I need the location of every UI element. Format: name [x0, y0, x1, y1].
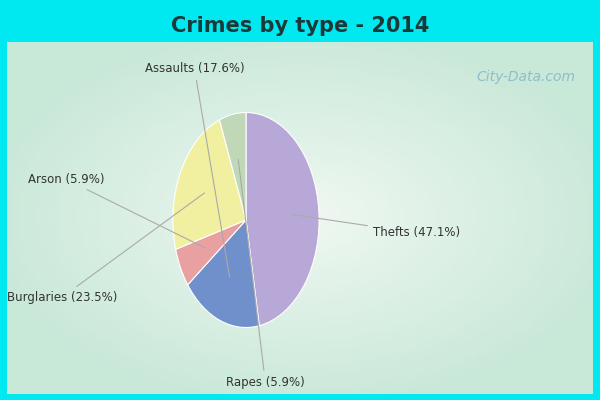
Wedge shape: [173, 120, 246, 249]
Wedge shape: [188, 220, 259, 328]
Text: Burglaries (23.5%): Burglaries (23.5%): [7, 193, 205, 304]
Text: Rapes (5.9%): Rapes (5.9%): [226, 159, 305, 389]
Text: Assaults (17.6%): Assaults (17.6%): [145, 62, 244, 277]
Wedge shape: [220, 112, 246, 220]
Text: Crimes by type - 2014: Crimes by type - 2014: [171, 16, 429, 36]
Wedge shape: [246, 112, 319, 326]
Text: Arson (5.9%): Arson (5.9%): [28, 173, 204, 248]
Wedge shape: [176, 220, 246, 285]
Text: City-Data.com: City-Data.com: [476, 70, 575, 84]
Text: Thefts (47.1%): Thefts (47.1%): [292, 214, 460, 239]
